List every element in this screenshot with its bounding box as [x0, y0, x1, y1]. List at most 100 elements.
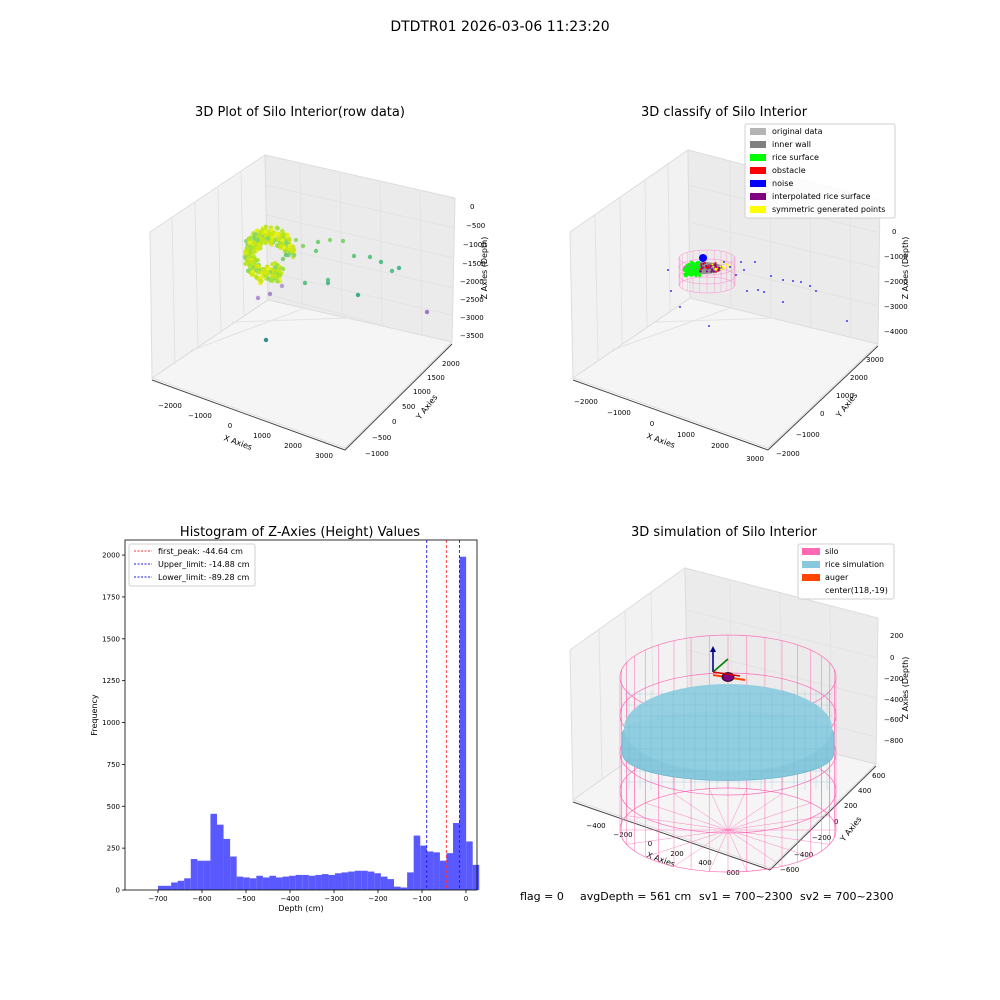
data-point [396, 265, 402, 271]
histogram-bar [446, 853, 454, 890]
y-tick-label: 400 [858, 787, 871, 795]
y-axis-ticks: 0 250 500 750 1000 1250 1500 1750 2000 [102, 552, 125, 895]
histogram-bar [459, 556, 467, 890]
x-tick-label: −400 [586, 822, 605, 830]
data-point [278, 271, 283, 276]
z-tick-label: 0 [470, 203, 474, 211]
legend-label: symmetric generated points [772, 205, 885, 214]
histogram-bar [466, 841, 473, 890]
raw-point-cloud [242, 224, 430, 343]
histogram-bar [269, 875, 277, 890]
histogram-bar [433, 852, 440, 890]
y-axis-label: Y Axies [414, 393, 440, 422]
reference-lines [426, 540, 460, 890]
z-tick-label: −3000 [460, 314, 484, 322]
noise-point [846, 320, 848, 322]
data-point [254, 275, 259, 280]
x-tick-label: 3000 [746, 455, 764, 463]
data-point [252, 259, 257, 265]
x-tick-label: 600 [726, 869, 739, 877]
axes-3d-box [149, 154, 456, 449]
legend-swatch-rice-surface [750, 154, 766, 161]
legend-classify: original data inner wall rice surface ob… [744, 123, 896, 219]
data-point [275, 279, 280, 284]
z-axis-ticks: 0 −500 −1000 −1500 −2000 −2500 −3000 −35… [460, 203, 489, 340]
data-point [246, 256, 251, 261]
noise-point [708, 325, 710, 327]
z-tick-label: 200 [890, 632, 903, 640]
histogram-bar [367, 871, 375, 890]
classified-point [709, 264, 712, 267]
x-tick-label: −600 [192, 895, 211, 903]
x-axis-label: Depth (cm) [278, 904, 323, 913]
x-tick-label: −1000 [607, 409, 631, 417]
data-point [367, 254, 373, 260]
histogram-bar [387, 879, 395, 890]
histogram-bar [335, 873, 342, 890]
silo-wire-spoke [727, 793, 783, 831]
data-point [287, 237, 292, 242]
noise-point [699, 254, 707, 262]
data-point [283, 252, 289, 258]
y-direction-arrow [712, 658, 729, 673]
silo-wire-spoke [709, 788, 729, 831]
data-point [293, 237, 299, 243]
status-footer: flag = 0 avgDepth = 561 cm sv1 = 700~230… [520, 890, 894, 903]
panel-title: 3D simulation of Silo Interior [631, 525, 818, 540]
data-point [255, 245, 261, 251]
z-tick-label: 0 [892, 228, 896, 236]
x-axis-label: X Axies [645, 431, 676, 450]
x-tick-label: 0 [228, 422, 232, 430]
histogram-bar [236, 876, 244, 890]
noise-point [729, 266, 731, 268]
data-point [250, 272, 255, 278]
y-tick-label: 1000 [102, 719, 120, 727]
noise-point [735, 274, 737, 276]
z-tick-label: −2500 [460, 296, 484, 304]
silo-wire-spoke [727, 788, 747, 831]
silo-wire-spoke [727, 829, 747, 872]
panel-simulation-3d: 3D simulation of Silo Interior −400 −200… [569, 525, 910, 877]
panel-raw-3d: 3D Plot of Silo Interior(row data) −2000… [149, 105, 489, 460]
data-point [254, 228, 259, 234]
rice-surface-point [687, 262, 691, 266]
classified-point [714, 266, 717, 269]
data-point [244, 245, 250, 251]
classified-point-cloud [667, 249, 848, 327]
histogram-bar [177, 880, 185, 890]
y-axis-label: Frequency [90, 694, 99, 736]
symmetric-point [719, 265, 722, 268]
data-point [355, 292, 361, 298]
silo-wire-spoke [626, 829, 729, 845]
histogram-bar [262, 877, 270, 890]
histogram-bar [394, 886, 401, 890]
symmetric-point [725, 263, 728, 266]
rice-surface-point [686, 266, 690, 270]
legend-label: auger [825, 573, 849, 582]
rice-surface-point [690, 260, 693, 264]
histogram-bar [315, 874, 322, 890]
z-tick-label: 0 [890, 654, 894, 662]
classified-point [703, 262, 706, 265]
x-tick-label: 0 [650, 420, 654, 428]
classified-point [710, 270, 713, 273]
legend-label: Lower_limit: -89.28 cm [158, 573, 250, 582]
data-point [283, 240, 289, 245]
x-tick-label: −100 [412, 895, 431, 903]
noise-point [782, 279, 784, 281]
z-axis-label: Z Axies (Depth) [901, 657, 910, 720]
data-point [255, 295, 261, 301]
data-point [327, 237, 333, 243]
classified-point [712, 270, 715, 273]
legend-label: obstacle [772, 166, 806, 175]
legend-swatch-noise [750, 180, 766, 187]
classified-point [718, 266, 721, 269]
silo-wire-spoke [727, 829, 783, 867]
classified-point [705, 266, 708, 269]
legend-swatch-auger [802, 574, 820, 581]
panel-title: 3D Plot of Silo Interior(row data) [195, 105, 405, 120]
x-tick-label: 0 [648, 840, 652, 848]
x-tick-label: 3000 [315, 452, 333, 460]
histogram-bar [171, 882, 178, 890]
noise-point [782, 301, 784, 303]
